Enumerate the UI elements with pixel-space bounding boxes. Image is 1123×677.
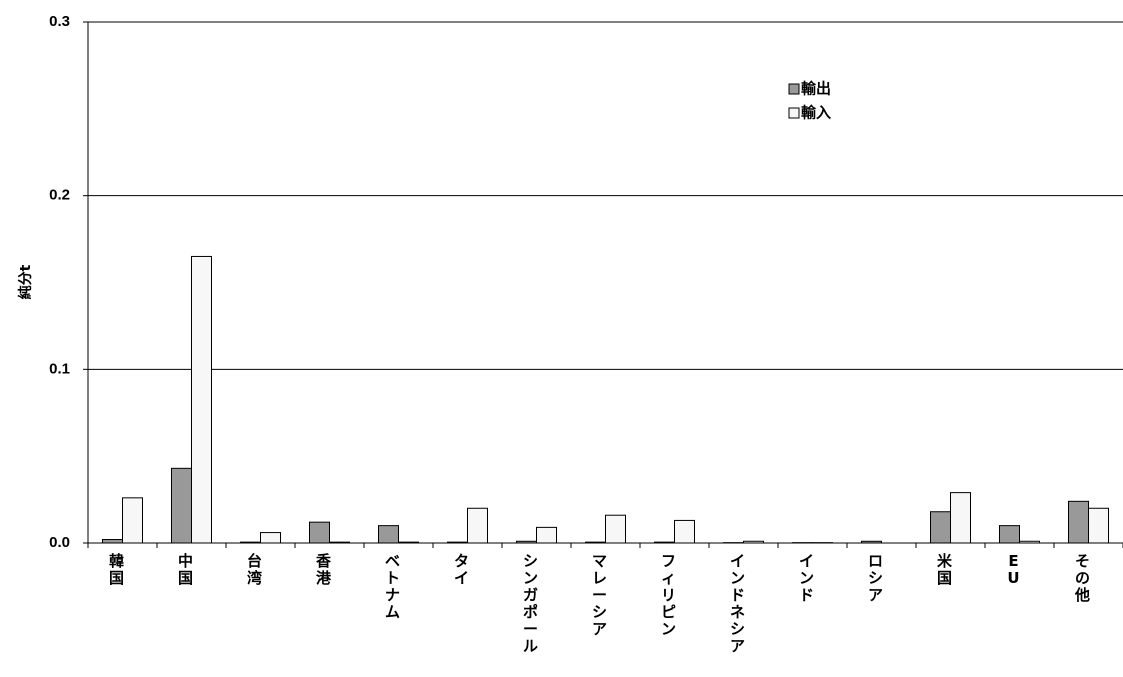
bar-export — [309, 521, 330, 544]
y-axis-label: 純分t — [17, 264, 34, 299]
y-tick-label: 0.1 — [49, 360, 70, 377]
x-tick-label: マレーシア — [592, 552, 607, 638]
x-tick-label: タイ — [454, 552, 469, 587]
y-tick-label: 0.2 — [49, 187, 70, 204]
x-tick-label: 台湾 — [247, 552, 262, 587]
legend-swatch — [788, 83, 800, 95]
bar-import — [536, 526, 557, 544]
legend-swatch — [788, 107, 800, 119]
bar-import — [1088, 507, 1109, 544]
y-tick-label: 0.3 — [49, 13, 70, 30]
x-tick-label: インド — [799, 552, 814, 604]
y-tick-label: 0.0 — [49, 534, 70, 551]
bar-import — [674, 519, 695, 544]
bar-export — [930, 511, 951, 544]
legend-label: 輸入 — [801, 104, 831, 122]
x-tick-label: インドネシア — [730, 552, 745, 655]
bar-import — [260, 532, 281, 544]
bar-export — [378, 525, 399, 544]
x-tick-label: 米国 — [937, 552, 953, 587]
x-tick-label: ロシア — [868, 552, 883, 604]
x-tick-label: ベトナム — [385, 552, 400, 621]
bar-import — [467, 507, 488, 544]
legend-label: 輸出 — [801, 80, 831, 98]
x-tick-label: シンガポール — [523, 552, 538, 655]
x-tick-label: 中国 — [178, 552, 193, 587]
x-tick-label: 韓国 — [109, 552, 124, 587]
x-tick-label: 香港 — [316, 552, 332, 587]
y-axis-ticks: 0.0 0.1 0.2 0.3 — [49, 13, 88, 551]
grid-lines — [88, 21, 1123, 370]
bar-import — [191, 255, 212, 544]
bar-export — [102, 539, 123, 544]
x-tick-label: その他 — [1074, 552, 1090, 604]
bar-export — [1068, 500, 1089, 544]
bar-import — [122, 497, 143, 544]
x-axis-labels: 韓国 中国 台湾 香港 ベトナム タイ シンガポール マレーシア フィリピン インドネシア インド ロ… — [109, 552, 1090, 655]
x-tick-label: フィリピン — [661, 552, 676, 638]
bar-export — [999, 525, 1020, 544]
bar-import — [950, 492, 971, 544]
bar-export — [171, 467, 192, 544]
axes — [87, 22, 1123, 548]
bars — [102, 255, 1109, 544]
bar-import — [605, 514, 626, 544]
